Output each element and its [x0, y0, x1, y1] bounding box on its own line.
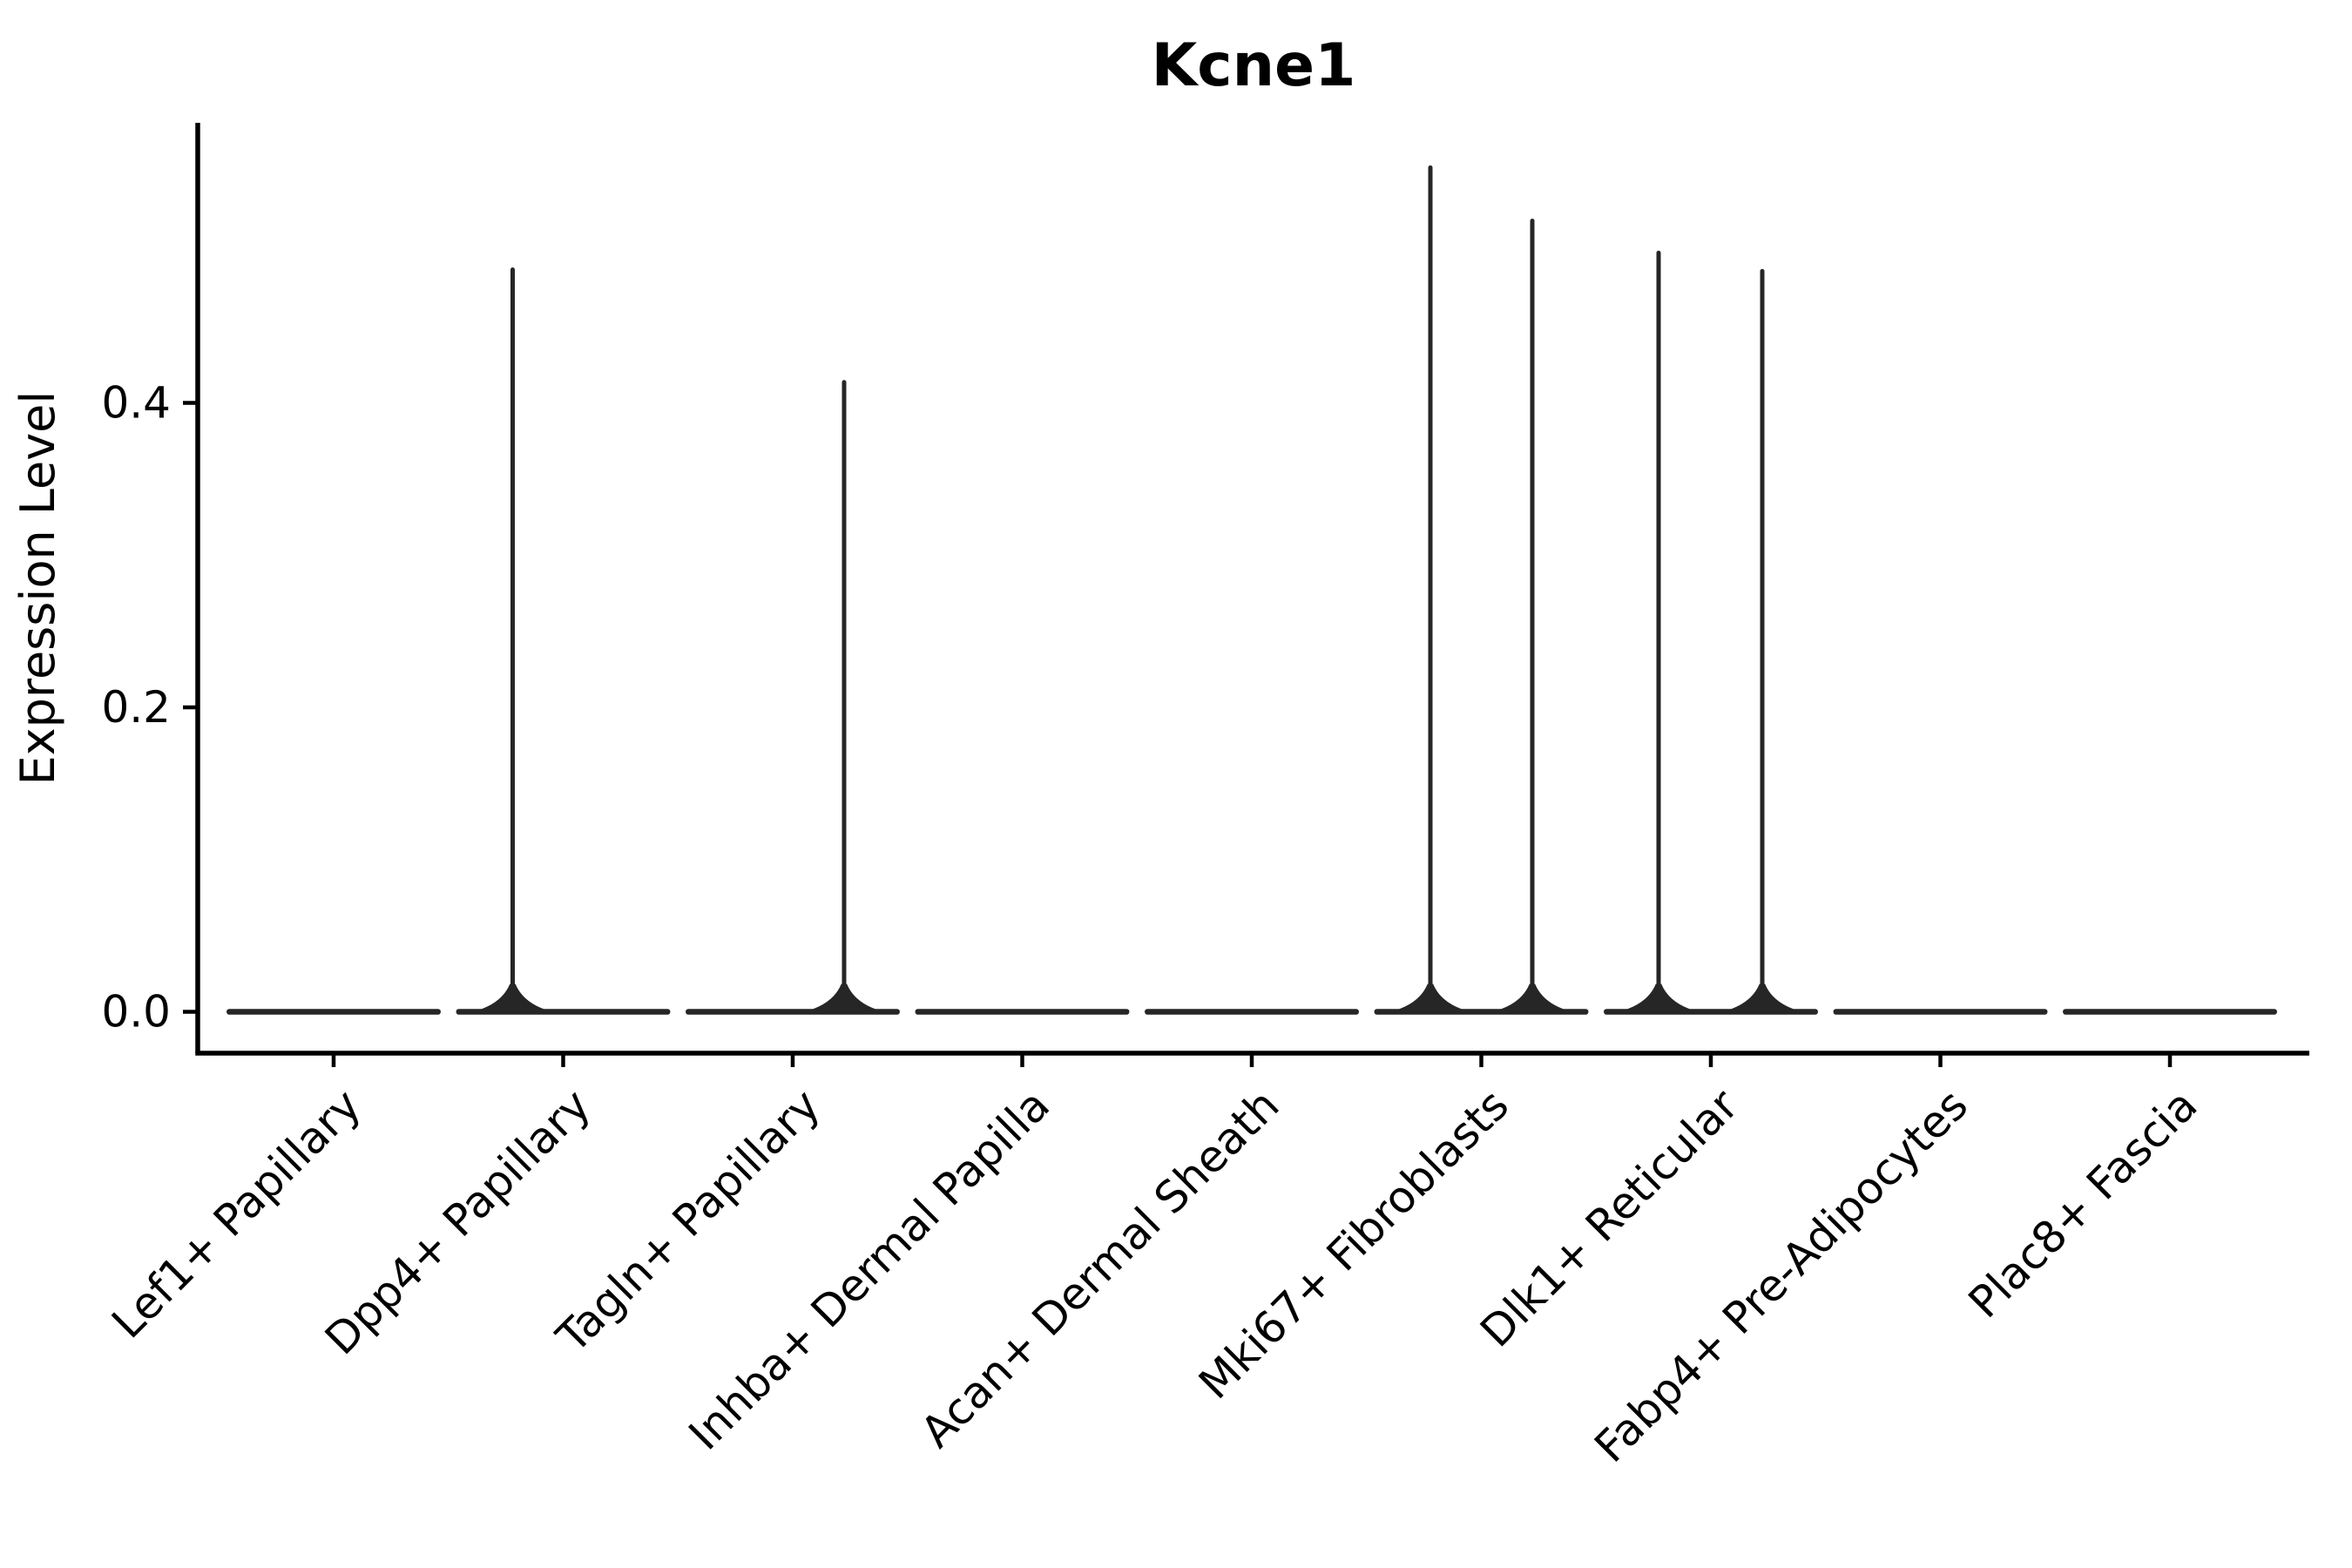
y-axis-ticks: 0.0 0.2 0.4: [101, 378, 198, 1037]
y-axis-label: Expression Level: [10, 391, 65, 786]
y-tick-label: 0.2: [101, 682, 171, 733]
x-tick-label: Lef1+ Papillary: [102, 1079, 370, 1348]
y-tick-label: 0.0: [101, 987, 171, 1037]
x-tick-label: Fabp4+ Pre-Adipocytes: [1585, 1079, 1977, 1472]
violin-baseline: [226, 1009, 441, 1015]
violin-baseline: [2063, 1009, 2277, 1015]
violin-baseline: [1145, 1009, 1359, 1015]
violins-layer: [226, 165, 2277, 1015]
x-tick-label: Plac8+ Fascia: [1959, 1079, 2207, 1328]
y-tick-label: 0.4: [101, 378, 171, 429]
violin-baseline: [1833, 1009, 2048, 1015]
chart-title: Kcne1: [1152, 31, 1356, 100]
violin-baseline: [915, 1009, 1130, 1015]
